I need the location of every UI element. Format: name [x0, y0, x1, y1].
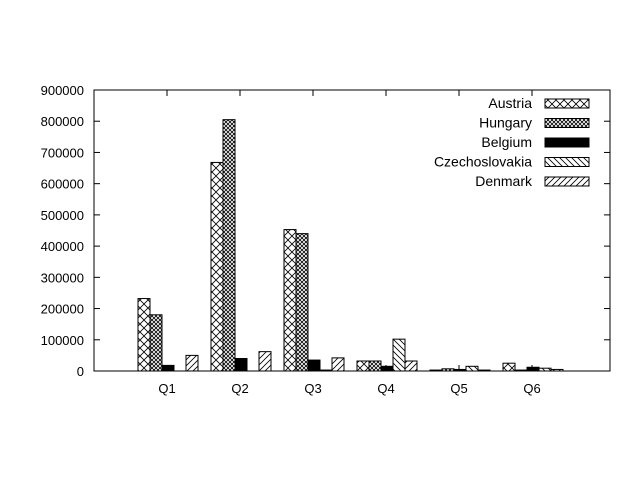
x-tick-label: Q3 [304, 381, 321, 396]
bar-czechoslovakia-q5 [465, 365, 479, 372]
bar-austria-q3 [283, 229, 297, 372]
bar-hungary-q6 [514, 369, 528, 372]
bar-hungary-q4 [368, 360, 382, 372]
bar-belgium-q1 [161, 364, 175, 372]
bar-austria-q4 [356, 360, 370, 372]
x-axis: Q1 Q2 Q3 Q4 Q5 Q6 [158, 90, 541, 396]
legend: Austria Hungary Belgium Czechoslovakia Denma… [434, 95, 590, 189]
y-tick-label: 900000 [41, 83, 84, 98]
legend-swatch [544, 98, 590, 109]
bar-denmark-q5 [477, 369, 491, 372]
bar-austria-q6 [502, 362, 516, 372]
bar-hungary-q5 [441, 368, 455, 372]
x-tick-label: Q4 [377, 381, 394, 396]
legend-swatch [544, 176, 590, 187]
bar-denmark-q4 [404, 360, 418, 372]
y-tick-label: 200000 [41, 302, 84, 317]
legend-label: Czechoslovakia [434, 154, 532, 170]
x-tick-label: Q1 [158, 381, 175, 396]
y-tick-label: 400000 [41, 239, 84, 254]
y-tick-label: 500000 [41, 208, 84, 223]
bar-hungary-q1 [149, 314, 163, 372]
legend-swatch [544, 118, 590, 128]
legend-swatch [544, 157, 590, 167]
legend-swatch [544, 137, 590, 148]
y-axis: 0 100000 200000 300000 400000 500000 600000 700… [41, 83, 610, 379]
bar-hungary-q2 [222, 119, 236, 372]
bar-austria-q1 [137, 298, 151, 372]
legend-label: Austria [488, 95, 532, 111]
y-tick-label: 800000 [41, 114, 84, 129]
bar-denmark-q3 [331, 357, 345, 372]
bar-belgium-q3 [307, 359, 321, 372]
bar-austria-q2 [210, 161, 224, 372]
bar-belgium-q2 [234, 358, 248, 372]
bar-denmark-q1 [185, 354, 199, 372]
x-tick-label: Q6 [523, 381, 540, 396]
legend-label: Denmark [475, 173, 533, 189]
bar-belgium-q6 [526, 366, 540, 372]
y-tick-label: 100000 [41, 333, 84, 348]
bar-czechoslovakia-q4 [392, 338, 406, 372]
bar-czechoslovakia-q6 [538, 367, 552, 372]
y-tick-label: 600000 [41, 177, 84, 192]
bar-denmark-q6 [550, 368, 564, 372]
y-tick-label: 300000 [41, 270, 84, 285]
bar-belgium-q4 [380, 365, 394, 372]
y-tick-label: 700000 [41, 145, 84, 160]
bars [137, 119, 564, 372]
bar-czechoslovakia-q3 [319, 369, 333, 372]
bar-denmark-q2 [258, 351, 272, 372]
x-tick-label: Q5 [450, 381, 467, 396]
bar-belgium-q5 [453, 368, 467, 372]
bar-hungary-q3 [295, 233, 309, 372]
legend-label: Hungary [479, 115, 532, 131]
y-tick-label: 0 [77, 364, 84, 379]
bar-austria-q5 [429, 369, 443, 372]
legend-label: Belgium [481, 134, 532, 150]
x-tick-label: Q2 [231, 381, 248, 396]
plot-frame [93, 89, 611, 372]
